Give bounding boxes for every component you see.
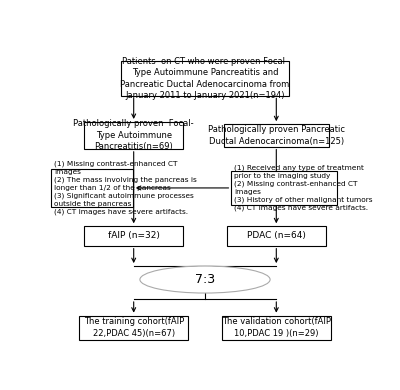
Text: Pathologically proven  Focal-
Type Autoimmune
Pancreatitis(n=69): Pathologically proven Focal- Type Autoim… — [73, 119, 194, 151]
FancyBboxPatch shape — [84, 226, 183, 246]
FancyBboxPatch shape — [84, 122, 183, 149]
Text: (1) Missing contrast-enhanced CT
images
(2) The mass involving the pancreas is
l: (1) Missing contrast-enhanced CT images … — [54, 161, 197, 215]
Text: 7:3: 7:3 — [195, 273, 215, 286]
FancyBboxPatch shape — [222, 316, 330, 340]
Text: Pathologically proven Pancreatic
Ductal Adenocarcinoma(n=125): Pathologically proven Pancreatic Ductal … — [208, 125, 345, 145]
Text: PDAC (n=64): PDAC (n=64) — [247, 232, 306, 241]
Text: The validation cohort(fAIP
10,PDAC 19 )(n=29): The validation cohort(fAIP 10,PDAC 19 )(… — [222, 317, 331, 338]
FancyBboxPatch shape — [224, 124, 329, 147]
Text: Patients  on CT who were proven Focal-
Type Autoimmune Pancreatitis and
Pancreat: Patients on CT who were proven Focal- Ty… — [120, 57, 290, 100]
Text: (1) Received any type of treatment
prior to the imaging study
(2) Missing contra: (1) Received any type of treatment prior… — [234, 165, 373, 211]
FancyBboxPatch shape — [121, 61, 289, 96]
FancyBboxPatch shape — [227, 226, 326, 246]
Ellipse shape — [140, 266, 270, 293]
Text: The training cohort(fAIP
22,PDAC 45)(n=67): The training cohort(fAIP 22,PDAC 45)(n=6… — [84, 317, 184, 338]
FancyBboxPatch shape — [80, 316, 188, 340]
Text: fAIP (n=32): fAIP (n=32) — [108, 232, 160, 241]
FancyBboxPatch shape — [231, 171, 337, 205]
FancyBboxPatch shape — [51, 169, 133, 207]
